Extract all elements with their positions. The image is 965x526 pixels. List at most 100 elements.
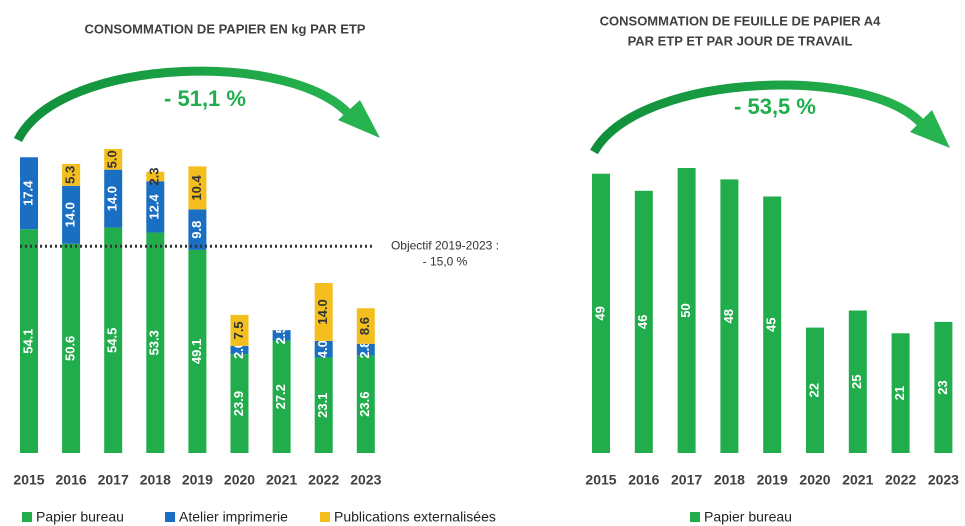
value-label: 10.4	[189, 174, 204, 200]
value-label: 5.0	[105, 150, 120, 168]
x-tick-label: 2019	[757, 472, 788, 488]
bar-segment	[146, 232, 165, 453]
x-tick-label: 2018	[714, 472, 745, 488]
bar-segment	[314, 357, 333, 453]
value-label: 23.9	[231, 391, 246, 416]
value-label: 7.5	[231, 321, 246, 339]
x-tick-label: 2021	[266, 472, 297, 488]
bar-segment	[314, 283, 333, 341]
bar-segment	[272, 330, 291, 341]
value-label: 54.1	[20, 328, 35, 353]
objective-label: - 15,0 %	[423, 254, 468, 268]
value-label: 5.3	[63, 166, 78, 184]
bar-segment	[272, 340, 291, 453]
value-label: 23.6	[357, 392, 372, 417]
chart-title: CONSOMMATION DE PAPIER EN kg PAR ETP	[85, 21, 366, 36]
value-label: 22	[806, 383, 821, 397]
legend-swatch	[320, 512, 330, 522]
value-label: 48	[721, 309, 736, 323]
value-label: 2.5	[273, 326, 288, 344]
bar-segment	[20, 157, 38, 230]
value-label: 49.1	[189, 339, 204, 364]
bar-segment	[62, 243, 81, 453]
x-tick-label: 2023	[350, 472, 381, 488]
objective-label: Objectif 2019-2023 :	[391, 238, 499, 252]
x-tick-label: 2015	[585, 472, 616, 488]
value-label: 12.4	[147, 193, 162, 219]
chart-title: PAR ETP ET PAR JOUR DE TRAVAIL	[628, 33, 853, 48]
bar-segment	[230, 314, 249, 346]
value-label: 23.1	[315, 393, 330, 418]
bar-segment	[230, 354, 249, 453]
value-label: 14.0	[315, 299, 330, 324]
bar-segment	[62, 185, 81, 244]
bar-segment	[634, 190, 653, 454]
bar-segment	[356, 355, 375, 453]
arrow	[590, 80, 950, 155]
legend-label: Atelier imprimerie	[179, 509, 288, 525]
bar-segment	[806, 327, 824, 453]
value-label: 17.4	[20, 180, 35, 206]
bar-segment	[188, 166, 207, 210]
value-label: 46	[635, 315, 650, 329]
value-label: 50.6	[63, 336, 78, 361]
x-tick-label: 2017	[98, 472, 129, 488]
legend-label: Papier bureau	[36, 509, 124, 525]
bar-segment	[677, 168, 696, 453]
bar-segment	[104, 169, 123, 228]
value-label: 50	[678, 303, 693, 317]
legend-label: Publications externalisées	[334, 509, 496, 525]
x-tick-label: 2016	[56, 472, 87, 488]
change-annotation: - 53,5 %	[734, 94, 816, 119]
x-tick-label: 2019	[182, 472, 213, 488]
bar-segment	[720, 179, 739, 453]
x-tick-label: 2022	[308, 472, 339, 488]
bar-segment	[146, 181, 165, 233]
value-label: 14.0	[105, 186, 120, 211]
change-annotation: - 51,1 %	[164, 86, 246, 111]
chart-title: CONSOMMATION DE FEUILLE DE PAPIER A4	[600, 13, 881, 28]
legend-swatch	[22, 512, 32, 522]
bar-segment	[62, 163, 81, 186]
value-label: 9.8	[189, 221, 204, 239]
x-tick-label: 2023	[928, 472, 959, 488]
value-label: 25	[849, 375, 864, 389]
value-label: 2.8	[357, 341, 372, 359]
arrow	[13, 66, 380, 143]
bar-segment	[848, 310, 867, 453]
x-tick-label: 2016	[628, 472, 659, 488]
bar-segment	[592, 173, 610, 453]
value-label: 45	[764, 318, 779, 332]
x-tick-label: 2015	[13, 472, 44, 488]
value-label: 53.3	[147, 330, 162, 355]
x-tick-label: 2021	[842, 472, 873, 488]
bar-segment	[314, 340, 333, 358]
x-tick-label: 2020	[799, 472, 830, 488]
value-label: 14.0	[63, 202, 78, 227]
legend-label: Papier bureau	[704, 509, 792, 525]
value-label: 27.2	[273, 384, 288, 409]
bar-segment	[104, 227, 123, 453]
legend-swatch	[690, 512, 700, 522]
value-label: 8.6	[357, 317, 372, 335]
bar-segment	[188, 249, 207, 453]
legend-swatch	[165, 512, 175, 522]
bar-segment	[104, 149, 123, 170]
bar-segment	[230, 345, 249, 355]
bar-segment	[146, 171, 165, 182]
bar-segment	[356, 308, 375, 344]
value-label: 49	[592, 306, 607, 320]
bar-segment	[356, 343, 375, 356]
value-label: 2.3	[147, 167, 162, 185]
x-tick-label: 2022	[885, 472, 916, 488]
x-tick-label: 2020	[224, 472, 255, 488]
bar-segment	[934, 321, 953, 453]
bar-segment	[188, 209, 207, 250]
value-label: 23	[935, 380, 950, 394]
value-label: 4.0	[315, 340, 330, 358]
bar-segment	[763, 196, 782, 453]
value-label: 54.5	[105, 328, 120, 353]
value-label: 21	[892, 386, 907, 400]
x-tick-label: 2017	[671, 472, 702, 488]
